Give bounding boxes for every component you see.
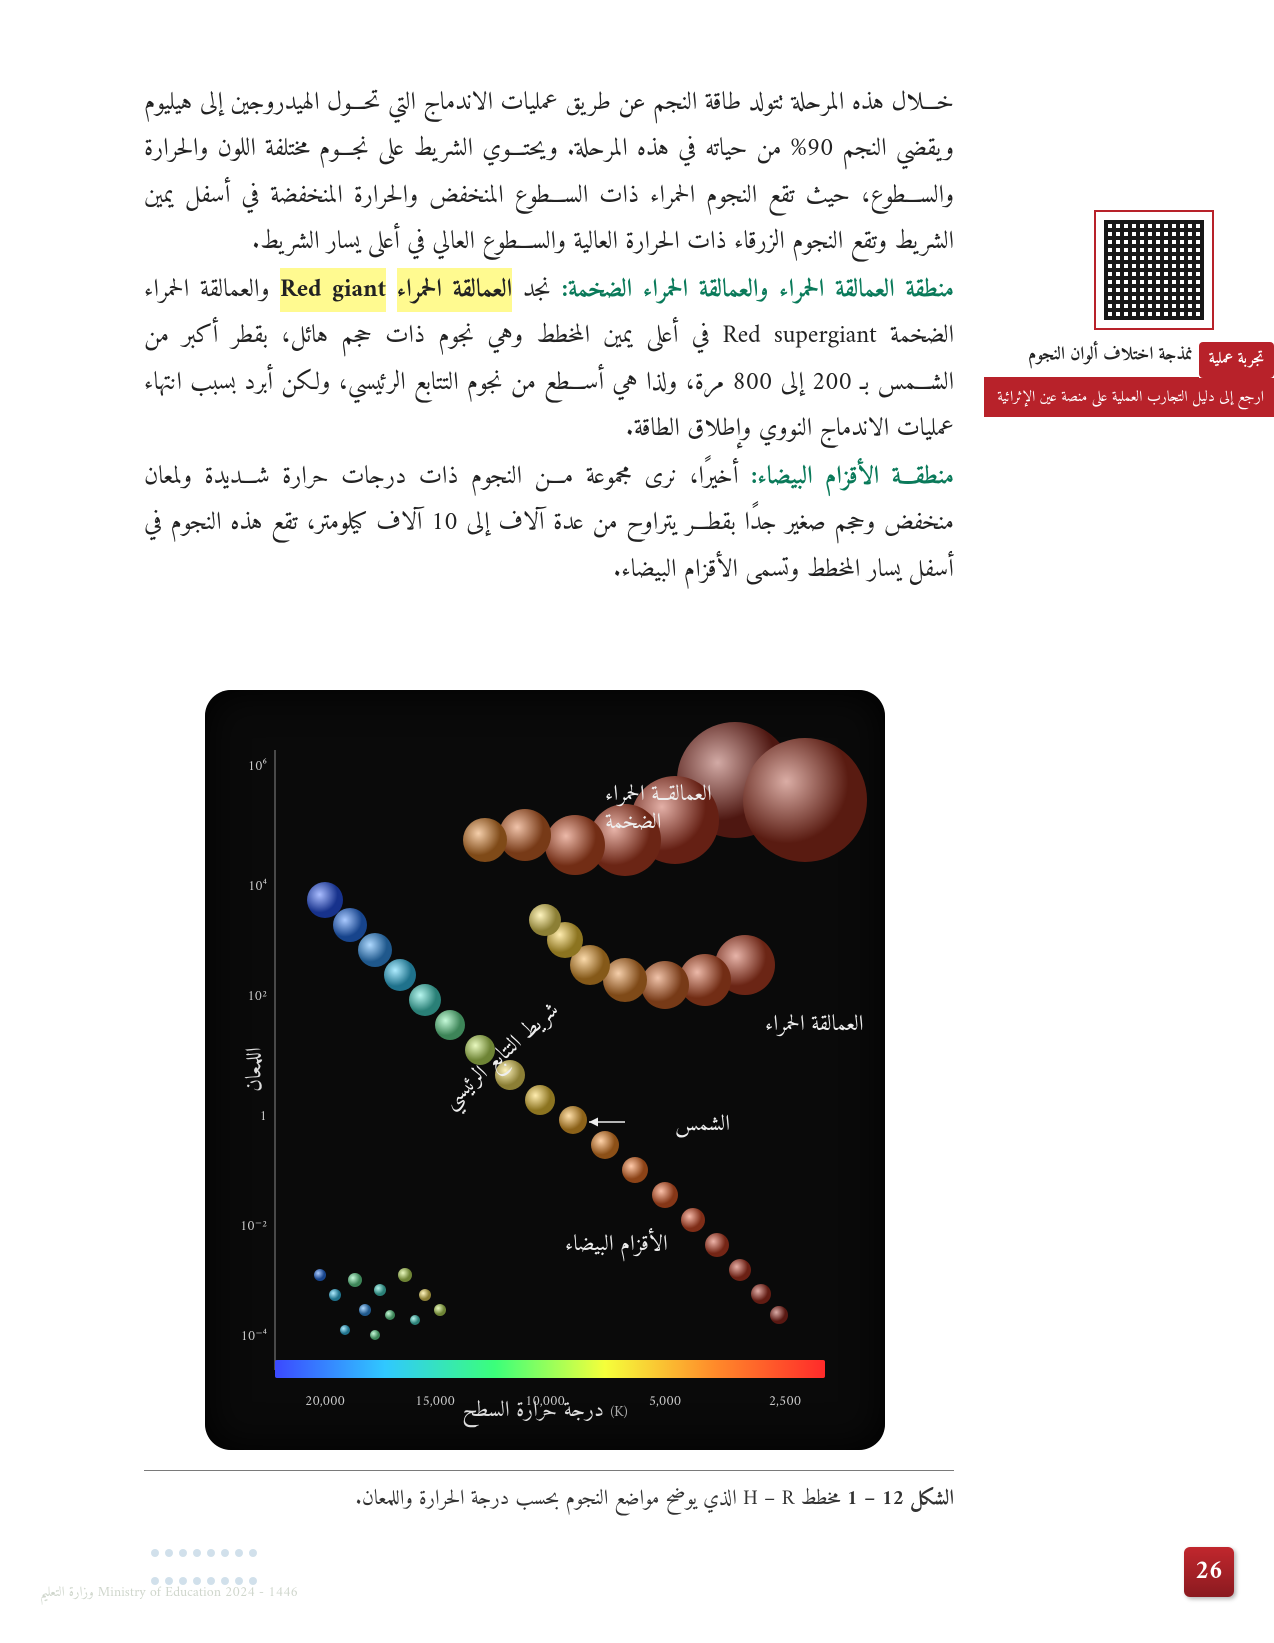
y-axis-label: اللمعان — [236, 1047, 275, 1091]
svg-text:10⁻⁴: 10⁻⁴ — [240, 1324, 267, 1349]
paragraph-1: خـــلال هذه المرحلة تتولد طاقة النجم عن … — [144, 80, 954, 265]
label-dwarfs: الأقزام البيضاء — [565, 1225, 668, 1264]
svg-text:10⁴: 10⁴ — [248, 874, 267, 899]
paragraph-2: منطقة العمالقة الحمراء والعمالقة الحمراء… — [144, 267, 954, 452]
tag-practical: تجربة عملية — [1199, 342, 1274, 378]
experiment-reference: ارجع إلى دليل التجارب العملية على منصة ع… — [984, 378, 1274, 417]
svg-text:1: 1 — [260, 1104, 267, 1129]
x-axis-label: (K) درجة حرارة السطح — [205, 1391, 885, 1430]
hr-diagram: 10⁶10⁴10² 110⁻²10⁻⁴ 20,00015,00010,000 5… — [205, 690, 885, 1450]
page-number: 26 — [1184, 1547, 1234, 1597]
p2-highlight-ar: العمالقة الحمراء — [397, 268, 512, 312]
main-text: خـــلال هذه المرحلة تتولد طاقة النجم عن … — [144, 80, 954, 595]
experiment-title: نمذجة اختلاف ألوان النجوم — [984, 338, 1199, 378]
temperature-colorbar — [275, 1360, 825, 1378]
label-giants: العمالقة الحمراء — [765, 1005, 864, 1044]
p2-after-lead: نجد — [512, 268, 561, 312]
p3-lead: منطقـــة الأقزام البيضاء: — [751, 455, 954, 499]
watermark: وزارة التعليم Ministry of Education 2024… — [40, 1583, 298, 1603]
caption-text: مخطط H – R الذي يوضح مواضع النجوم بحسب د… — [355, 1481, 846, 1518]
p2-highlight-en: Red giant — [280, 268, 386, 312]
paragraph-3: منطقـــة الأقزام البيضاء: أخيرًا، نرى مج… — [144, 454, 954, 593]
p2-en2: Red supergiant — [723, 314, 877, 358]
svg-text:10²: 10² — [247, 984, 267, 1009]
p2-lead: منطقة العمالقة الحمراء والعمالقة الحمراء… — [562, 268, 954, 312]
svg-text:10⁻²: 10⁻² — [240, 1214, 267, 1239]
figure-caption: الشكل 12 – 1 مخطط H – R الذي يوضح مواضع … — [144, 1470, 954, 1518]
caption-label: الشكل 12 – 1 — [847, 1481, 954, 1518]
label-sun: الشمس — [675, 1105, 730, 1144]
label-supergiants-2: الضخمة — [605, 803, 661, 842]
qr-code[interactable] — [1094, 210, 1214, 330]
qr-pattern — [1104, 220, 1204, 320]
svg-text:10⁶: 10⁶ — [248, 754, 267, 779]
sidebar-experiment: تجربة عملية نمذجة اختلاف ألوان النجوم ار… — [984, 210, 1274, 417]
